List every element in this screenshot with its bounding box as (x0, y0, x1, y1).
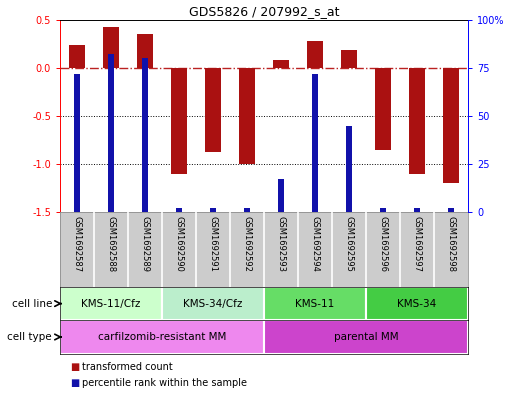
Bar (312, 73, 318, 212)
Text: KMS-11/Cfz: KMS-11/Cfz (82, 299, 141, 309)
Text: carfilzomib-resistant MM: carfilzomib-resistant MM (98, 332, 226, 342)
Bar (366, 287, 468, 320)
Bar (444, 68, 459, 183)
Text: GSM1692594: GSM1692594 (311, 216, 320, 272)
Text: parental MM: parental MM (334, 332, 399, 342)
Bar (172, 68, 187, 174)
Bar (410, 68, 425, 174)
Bar (74, 73, 80, 212)
Text: KMS-34/Cfz: KMS-34/Cfz (184, 299, 243, 309)
Bar (60, 287, 162, 320)
Bar (206, 68, 221, 152)
Bar (210, 208, 216, 212)
Text: GSM1692595: GSM1692595 (345, 216, 354, 272)
Text: transformed count: transformed count (82, 362, 173, 373)
Bar (138, 34, 153, 68)
Text: GSM1692592: GSM1692592 (243, 216, 252, 272)
Bar (60, 320, 264, 354)
Bar (244, 208, 250, 212)
Text: percentile rank within the sample: percentile rank within the sample (82, 378, 247, 388)
Bar (414, 208, 420, 212)
Bar (240, 68, 255, 164)
Title: GDS5826 / 207992_s_at: GDS5826 / 207992_s_at (189, 6, 339, 18)
Bar (448, 208, 454, 212)
Text: GSM1692593: GSM1692593 (277, 216, 286, 272)
Bar (104, 28, 119, 68)
Text: ■: ■ (71, 362, 80, 373)
Bar (308, 41, 323, 68)
Text: GSM1692597: GSM1692597 (413, 216, 422, 272)
Bar (264, 287, 366, 320)
Text: GSM1692591: GSM1692591 (209, 216, 218, 272)
Text: GSM1692587: GSM1692587 (73, 216, 82, 272)
Bar (376, 68, 391, 150)
Bar (342, 50, 357, 68)
Bar (264, 320, 468, 354)
Bar (162, 287, 264, 320)
Text: KMS-34: KMS-34 (397, 299, 437, 309)
Text: ■: ■ (71, 378, 80, 388)
Text: GSM1692588: GSM1692588 (107, 216, 116, 272)
Text: KMS-11: KMS-11 (295, 299, 335, 309)
Bar (108, 54, 114, 212)
Bar (70, 45, 85, 68)
Bar (380, 208, 386, 212)
Text: GSM1692598: GSM1692598 (447, 216, 456, 272)
Text: cell line: cell line (12, 299, 52, 309)
Text: GSM1692590: GSM1692590 (175, 216, 184, 272)
Bar (278, 180, 284, 212)
Text: cell type: cell type (7, 332, 52, 342)
Text: GSM1692596: GSM1692596 (379, 216, 388, 272)
Bar (142, 58, 148, 212)
Text: GSM1692589: GSM1692589 (141, 216, 150, 272)
Bar (176, 208, 182, 212)
Bar (274, 60, 289, 68)
Bar (346, 125, 352, 212)
